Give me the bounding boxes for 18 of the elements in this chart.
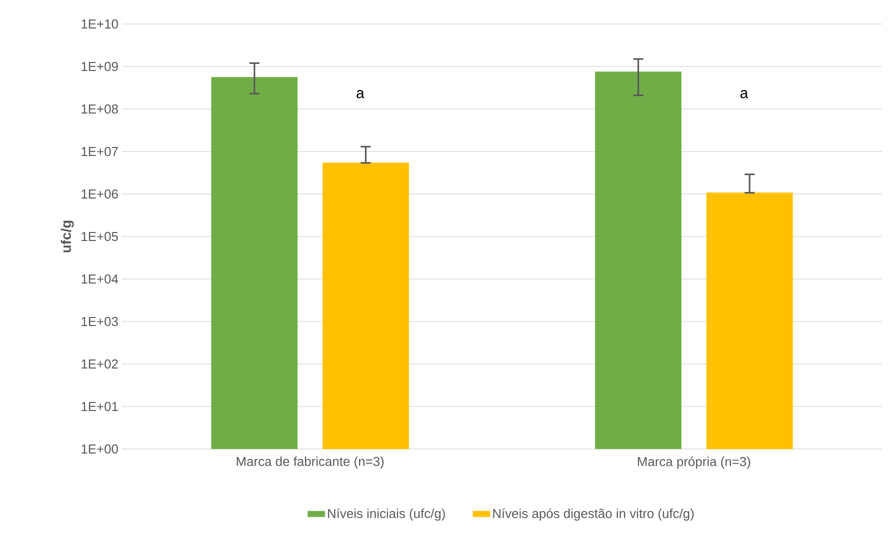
legend-label: Níveis após digestão in vitro (ufc/g) [493,508,694,521]
y-tick-label: 1E+03 [82,316,118,326]
y-tick-label: 1E+10 [82,19,118,29]
y-tick-label: 1E+04 [82,274,118,284]
legend-label: Níveis iniciais (ufc/g) [328,508,445,521]
y-tick-label: 1E+09 [82,62,118,72]
y-tick-label: 1E+01 [82,402,118,412]
y-tick-label: 1E+02 [82,359,118,369]
annotation: a [356,90,364,98]
x-tick-label: Marca própria (n=3) [638,456,750,469]
y-tick-label: 1E+05 [82,232,118,242]
annotation: a [740,90,748,98]
y-tick-label: 1E+07 [82,146,118,156]
x-tick-label: Marca de fabricante (n=3) [236,456,384,469]
y-axis-title: ufc/g [60,220,74,252]
y-tick-label: 1E+06 [82,189,118,199]
y-tick-label: 1E+00 [82,444,118,454]
y-tick-label: 1E+08 [82,104,118,114]
